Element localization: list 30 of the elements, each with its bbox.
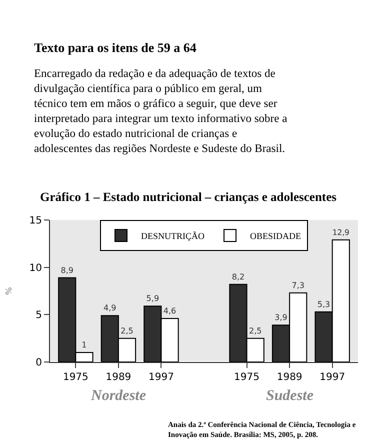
x-tick-label: 1975 [62,372,88,383]
x-tick-label: 1997 [320,372,346,383]
data-label: 4,9 [104,304,116,313]
data-label: 5,9 [146,294,160,304]
data-label: 8,2 [232,272,245,282]
data-label: 8,9 [60,266,74,275]
data-label: 5,3 [317,300,330,309]
data-label: 12,9 [332,228,350,237]
data-label: 2,5 [120,326,134,336]
legend-label: OBESIDADE [250,231,302,242]
chart-title: Gráfico 1 – Estado nutricional – crianças e adolescentes [40,190,337,204]
text: Nordeste [90,388,146,404]
data-label: 1 [82,340,87,350]
data-label: 2,5 [248,326,262,336]
data-label: 4,6 [163,306,176,316]
x-tick-label: 1989 [106,372,132,383]
x-tick-label: 1975 [234,372,260,383]
text: Encarregado da redação e da adequação de textos de divulgação científica para o público em geral, um técnico tem em mãos o gráfico a seguir, que deve ser interpretado para integrar um texto informativo sobre a evolução do estado nutricional de crianças e adolescentes das regiões Nordeste e Sudeste do Brasil. [34,68,288,155]
y-tick-label: 0 [36,358,42,368]
data-label: 3,9 [274,313,288,322]
x-tick-label: 1989 [276,372,302,383]
y-tick-label: 5 [36,310,42,322]
legend-label: DESNUTRIÇÃO [141,231,205,242]
data-label: 7,3 [292,280,304,290]
y-tick-label: 10 [29,262,42,274]
x-tick-label: 1997 [148,372,174,383]
y-axis-title: % [4,286,14,295]
text: Texto para os itens de 59 a 64 [34,40,197,55]
y-tick-label: 15 [29,216,42,226]
text: Sudeste [266,388,314,404]
